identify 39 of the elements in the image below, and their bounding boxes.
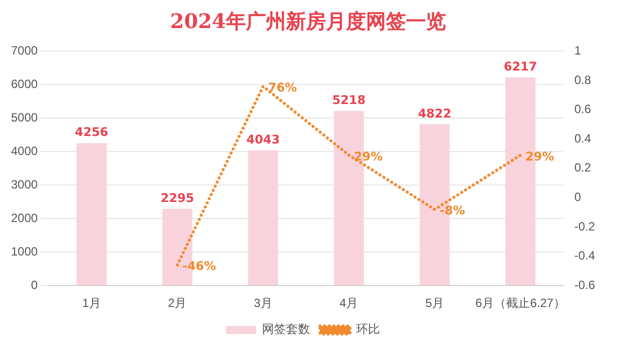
y-tick-label: 6000 (10, 77, 38, 91)
y-tick-label: 5000 (10, 110, 38, 124)
y-tick-label: 0 (31, 278, 38, 292)
legend-label: 网签套数 (262, 322, 310, 336)
y-tick-label: 3000 (10, 177, 38, 192)
data-label: 2295 (160, 190, 194, 205)
x-tick-label: 6月（截止6.27） (475, 296, 566, 310)
y-tick-label: 2000 (10, 210, 38, 225)
y2-tick-label: 0 (574, 190, 582, 204)
x-tick-label: 3月 (254, 296, 272, 310)
y-tick-label: 1000 (10, 244, 38, 258)
data-label: 4822 (418, 106, 452, 120)
y2-tick-label: -0.2 (574, 219, 596, 234)
y2-tick-label: 1 (574, 44, 582, 58)
x-tick-label: 1月 (82, 296, 101, 310)
y2-tick-label: -0.6 (574, 278, 596, 292)
y2-tick-label: -0.4 (574, 248, 596, 263)
data-label: 5218 (332, 92, 366, 107)
y-tick-label: 4000 (10, 144, 38, 158)
chart-title: 2024年广州新房月度网签一览 (169, 8, 447, 35)
data-label: -46% (182, 259, 216, 274)
bar (76, 143, 107, 286)
data-label: 4256 (74, 125, 108, 140)
data-label: 76% (268, 80, 297, 94)
x-tick-label: 5月 (425, 296, 444, 310)
data-label: 4043 (246, 132, 280, 146)
data-label: -8% (440, 204, 466, 218)
y2-tick-label: 0.8 (574, 72, 592, 87)
y2-tick-label: 0.4 (574, 131, 592, 146)
data-label: 6217 (504, 60, 538, 74)
data-label: 29% (354, 149, 383, 164)
x-tick-label: 4月 (340, 296, 358, 310)
y2-tick-label: 0.2 (574, 160, 592, 175)
data-label: 29% (525, 149, 554, 164)
x-tick-label: 2月 (168, 296, 187, 310)
legend-label: 环比 (356, 322, 380, 336)
bar (248, 150, 278, 286)
y2-tick-label: 0.6 (574, 102, 592, 116)
y-tick-label: 7000 (10, 44, 38, 58)
